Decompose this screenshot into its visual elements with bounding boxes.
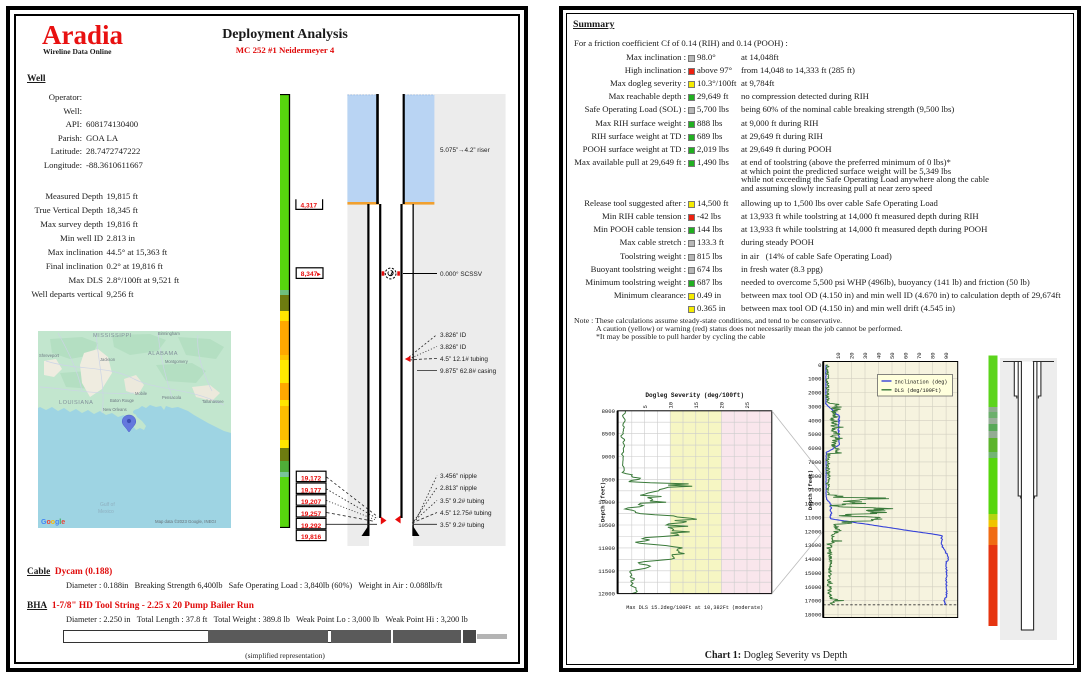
svg-text:Birmingham: Birmingham — [158, 331, 180, 336]
svg-text:10000: 10000 — [805, 501, 822, 508]
svg-text:16000: 16000 — [805, 584, 822, 591]
svg-text:1000: 1000 — [808, 376, 822, 383]
svg-text:Shreveport: Shreveport — [39, 353, 60, 358]
svg-text:4,317: 4,317 — [301, 202, 318, 209]
svg-text:12000: 12000 — [598, 591, 615, 598]
svg-text:5: 5 — [642, 405, 649, 408]
svg-text:20: 20 — [719, 402, 726, 409]
svg-text:Jackson: Jackson — [100, 357, 116, 362]
svg-text:80: 80 — [930, 352, 937, 359]
svg-text:10000: 10000 — [598, 499, 615, 506]
svg-text:Map data ©2023 Google, INEGI: Map data ©2023 Google, INEGI — [155, 519, 216, 524]
svg-text:30: 30 — [862, 352, 869, 359]
svg-text:Mobile: Mobile — [135, 391, 148, 396]
svg-text:2000: 2000 — [808, 390, 822, 397]
svg-text:Google: Google — [41, 519, 65, 526]
svg-text:60: 60 — [903, 352, 910, 359]
svg-text:9000: 9000 — [808, 487, 822, 494]
svg-text:Mexico: Mexico — [98, 509, 114, 515]
svg-text:6000: 6000 — [808, 445, 822, 452]
svg-text:18000: 18000 — [805, 612, 822, 619]
svg-text:9000: 9000 — [602, 454, 616, 461]
svg-text:15: 15 — [693, 402, 700, 409]
svg-text:25: 25 — [744, 402, 751, 409]
svg-text:0.000° SCSSV: 0.000° SCSSV — [440, 270, 483, 278]
svg-text:13000: 13000 — [805, 542, 822, 549]
svg-text:2.813” nipple: 2.813” nipple — [440, 485, 477, 492]
svg-text:8000: 8000 — [808, 473, 822, 480]
svg-text:4.5” 12.75# tubing: 4.5” 12.75# tubing — [440, 510, 492, 517]
svg-text:50: 50 — [889, 352, 896, 359]
svg-text:Tallahassee: Tallahassee — [202, 399, 224, 404]
svg-text:10: 10 — [668, 402, 675, 409]
svg-text:ALABAMA: ALABAMA — [148, 351, 178, 357]
svg-text:3.826” ID: 3.826” ID — [440, 344, 467, 351]
svg-text:3.5” 9.2# tubing: 3.5” 9.2# tubing — [440, 522, 485, 529]
svg-text:Inclination (deg): Inclination (deg) — [895, 379, 948, 385]
svg-text:DLS (deg/100Ft): DLS (deg/100Ft) — [895, 388, 942, 394]
svg-text:19,292: 19,292 — [301, 523, 322, 530]
svg-text:19,207: 19,207 — [301, 499, 322, 506]
svg-text:8500: 8500 — [602, 431, 616, 438]
svg-text:20: 20 — [849, 352, 856, 359]
svg-text:90: 90 — [943, 352, 950, 359]
svg-text:15000: 15000 — [805, 570, 822, 577]
svg-text:MISSISSIPPI: MISSISSIPPI — [93, 333, 132, 339]
svg-text:10: 10 — [835, 352, 842, 359]
svg-text:Depth (feet): Depth (feet) — [807, 470, 814, 510]
svg-text:5.075”→4.2” riser: 5.075”→4.2” riser — [440, 147, 491, 154]
svg-text:New Orleans: New Orleans — [103, 407, 127, 412]
svg-text:9500: 9500 — [602, 476, 616, 483]
svg-text:14000: 14000 — [805, 556, 822, 563]
svg-text:19,816: 19,816 — [301, 534, 322, 541]
svg-text:11000: 11000 — [598, 545, 615, 552]
svg-text:9.875” 62.8# casing: 9.875” 62.8# casing — [440, 368, 497, 375]
svg-text:5000: 5000 — [808, 431, 822, 438]
svg-text:3000: 3000 — [808, 403, 822, 410]
svg-text:8000: 8000 — [602, 408, 616, 415]
svg-text:Gulf of: Gulf of — [100, 502, 115, 508]
svg-text:8,347▸: 8,347▸ — [301, 271, 322, 278]
svg-text:4000: 4000 — [808, 417, 822, 424]
svg-text:3.5” 9.2# tubing: 3.5” 9.2# tubing — [440, 498, 485, 505]
svg-text:3.456” nipple: 3.456” nipple — [440, 473, 477, 480]
svg-text:7000: 7000 — [808, 459, 822, 466]
svg-text:10500: 10500 — [598, 522, 615, 529]
svg-text:LOUISIANA: LOUISIANA — [59, 400, 93, 406]
svg-text:11000: 11000 — [805, 514, 822, 521]
svg-text:11500: 11500 — [598, 568, 615, 575]
svg-text:12000: 12000 — [805, 528, 822, 535]
svg-text:17000: 17000 — [805, 598, 822, 605]
svg-text:0: 0 — [818, 362, 822, 369]
svg-text:70: 70 — [916, 352, 923, 359]
svg-text:19,177: 19,177 — [301, 487, 322, 494]
svg-text:40: 40 — [876, 352, 883, 359]
svg-text:Montgomery: Montgomery — [165, 359, 189, 364]
svg-text:19,257: 19,257 — [301, 511, 322, 518]
svg-text:Baton Rouge: Baton Rouge — [110, 398, 135, 403]
svg-text:Max DLS 15.2deg/100Ft at 10,38: Max DLS 15.2deg/100Ft at 10,382Ft (moder… — [626, 605, 763, 611]
svg-text:19,172: 19,172 — [301, 476, 322, 483]
svg-text:Depth (feet): Depth (feet) — [600, 482, 607, 522]
svg-text:4.5” 12.1# tubing: 4.5” 12.1# tubing — [440, 356, 488, 363]
svg-text:3.826” ID: 3.826” ID — [440, 332, 467, 339]
svg-text:Dogleg Severity (deg/100ft): Dogleg Severity (deg/100ft) — [645, 392, 744, 399]
svg-text:Pensacola: Pensacola — [162, 395, 182, 400]
